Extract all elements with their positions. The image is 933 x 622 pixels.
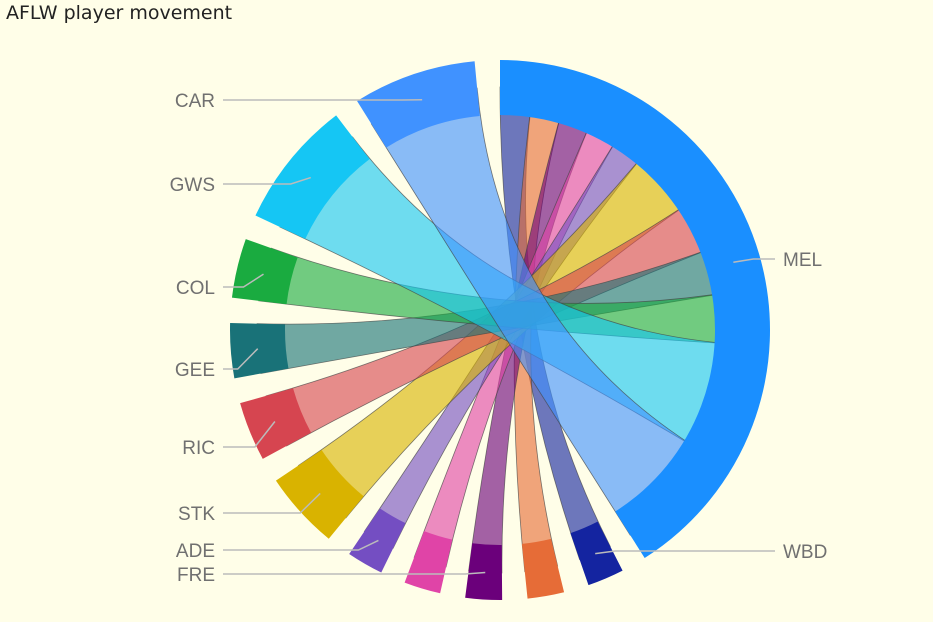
arc-fre bbox=[465, 543, 503, 600]
arc-gee bbox=[230, 322, 289, 379]
arc-car bbox=[357, 61, 480, 148]
arc-n_orange bbox=[521, 538, 565, 599]
arc-mel bbox=[500, 60, 771, 558]
leader-line-gws bbox=[223, 176, 311, 185]
label-gws: GWS bbox=[170, 175, 215, 196]
label-stk: STK bbox=[178, 504, 215, 525]
leader-line-stk bbox=[223, 492, 321, 514]
arc-gws bbox=[255, 115, 370, 239]
leader-line-col bbox=[223, 273, 264, 288]
leader-line-ric bbox=[223, 421, 276, 448]
leader-line-fre bbox=[223, 571, 486, 575]
label-fre: FRE bbox=[177, 565, 215, 586]
ribbons bbox=[256, 86, 744, 574]
label-ric: RIC bbox=[182, 438, 215, 459]
chart-title: AFLW player movement bbox=[6, 2, 233, 24]
leader-line-mel bbox=[733, 258, 775, 263]
labels: MEL WBD FRE ADE STK RIC GEE COL GWS CAR bbox=[170, 91, 828, 586]
label-wbd: WBD bbox=[783, 542, 827, 563]
arc-ric bbox=[240, 388, 312, 459]
leader-line-ade bbox=[223, 539, 379, 551]
arc-n_pink bbox=[404, 531, 453, 594]
leader-line-gee bbox=[223, 348, 259, 370]
label-gee: GEE bbox=[175, 360, 215, 381]
label-car: CAR bbox=[175, 91, 215, 112]
label-col: COL bbox=[176, 278, 215, 299]
label-ade: ADE bbox=[176, 541, 215, 562]
label-mel: MEL bbox=[783, 250, 822, 271]
leader-line-wbd bbox=[595, 550, 775, 555]
arc-col bbox=[231, 239, 298, 305]
